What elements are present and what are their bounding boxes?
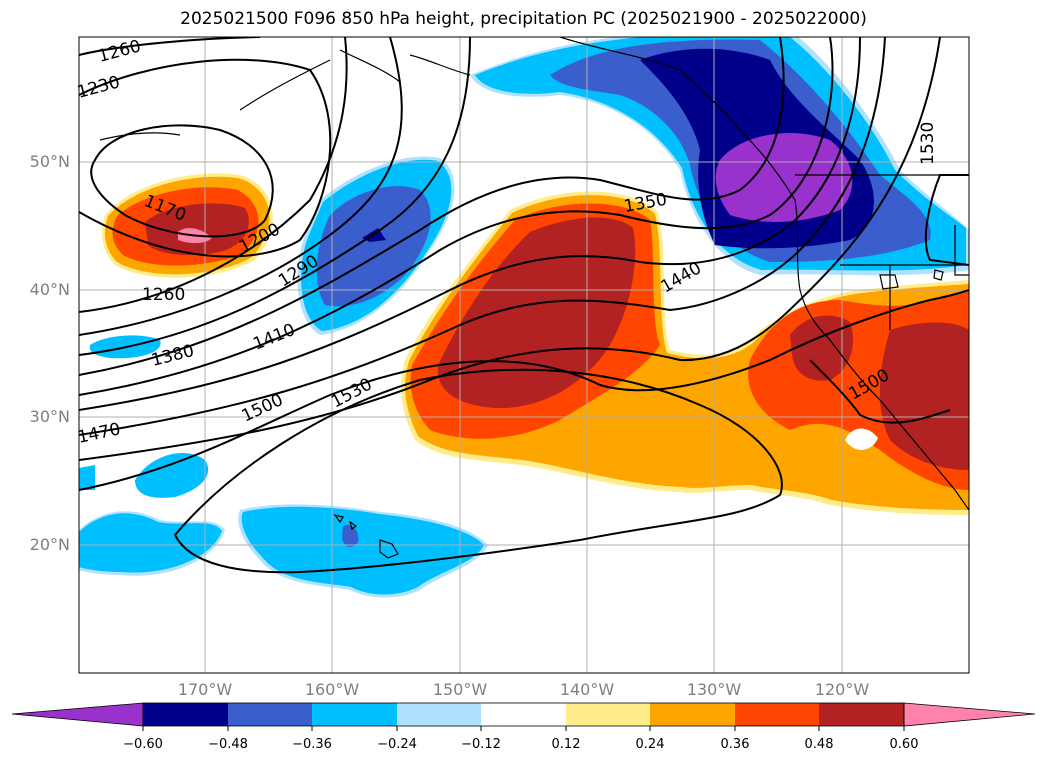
colorbar — [11, 702, 1036, 731]
contour-label: 1530 — [918, 122, 938, 165]
colorbar-swatch — [312, 703, 397, 726]
contour-1500-east — [809, 359, 951, 424]
lat-label: 20°N — [29, 535, 70, 554]
pos-anomaly-ca-dark — [790, 315, 854, 381]
lon-label: 120°W — [814, 680, 870, 699]
coast-aleutians — [99, 59, 331, 141]
contour-label: 1230 — [75, 72, 122, 103]
contour-1350 — [79, 37, 785, 376]
colorbar-swatch — [228, 703, 312, 726]
contour-label: 1350 — [622, 190, 668, 217]
contour-1500 — [79, 289, 969, 491]
map-title: 2025021500 F096 850 hPa height, precipit… — [180, 9, 867, 29]
map-gridlines — [79, 37, 969, 673]
colorbar-extend-high — [903, 702, 1036, 727]
colorbar-swatch — [819, 703, 904, 726]
border-states-1 — [840, 264, 969, 330]
lat-label: 40°N — [29, 280, 70, 299]
colorbar-swatch — [650, 703, 735, 726]
colorbar-tick-label: −0.48 — [208, 737, 248, 752]
colorbar-tick-label: 0.36 — [720, 737, 750, 752]
lon-label: 140°W — [559, 680, 615, 699]
lon-label: 150°W — [432, 680, 488, 699]
contour-1260-top — [79, 37, 261, 56]
colorbar-tick-label: 0.60 — [889, 737, 919, 752]
lon-label: 160°W — [304, 680, 360, 699]
pos-anomaly-ca-dark-east — [879, 322, 969, 470]
neg-anomaly-southwest — [135, 452, 209, 498]
coast-alaska — [339, 49, 471, 83]
colorbar-tick-label: 0.48 — [804, 737, 834, 752]
contour-1170 — [90, 124, 274, 238]
neg-anomaly-hawaii-cyan — [79, 513, 222, 573]
contour-1410 — [79, 37, 861, 411]
island-small — [879, 269, 944, 290]
border-states-2 — [954, 225, 969, 276]
colorbar-swatch — [143, 703, 228, 726]
neg-anomaly-bc-purple — [715, 132, 853, 222]
lat-label: 30°N — [29, 407, 70, 426]
plot-frame — [78, 36, 970, 674]
colorbar-outline — [142, 702, 905, 727]
colorbar-swatch — [397, 703, 481, 726]
contour-1470 — [79, 37, 941, 461]
lon-label: 170°W — [177, 680, 233, 699]
contour-label: 1410 — [250, 320, 298, 355]
lon-label: 130°W — [686, 680, 742, 699]
precipitation-shading — [79, 37, 969, 598]
coast-north-america — [559, 37, 969, 511]
neg-anomaly-hawaii-mid — [342, 524, 359, 547]
contour-1530-east — [924, 174, 969, 266]
colorbar-tick-label: −0.60 — [123, 737, 163, 752]
contour-1290 — [79, 37, 403, 336]
colorbar-swatch — [735, 703, 819, 726]
neg-anomaly-far-west — [79, 465, 95, 490]
colorbar-tick-label: −0.12 — [461, 737, 501, 752]
colorbar-swatch — [566, 703, 650, 726]
neg-anomaly-hawaii-east-cyan — [241, 506, 484, 595]
colorbar-tick-label: 0.24 — [635, 737, 665, 752]
colorbar-extend-low — [11, 702, 144, 727]
contour-label: 1260 — [142, 285, 185, 305]
colorbar-tick-label: −0.24 — [377, 737, 417, 752]
contour-label: 1500 — [239, 390, 287, 426]
neg-anomaly-central-mid — [316, 186, 431, 307]
contour-1530 — [173, 368, 783, 574]
lat-label: 50°N — [29, 152, 70, 171]
contour-1440 — [79, 37, 886, 436]
contour-1260 — [79, 37, 348, 313]
island-hawaii — [333, 514, 399, 559]
contour-label: 1260 — [96, 36, 143, 67]
pos-anomaly-ca-white — [845, 428, 878, 450]
coastlines — [99, 37, 969, 559]
colorbar-tick-label: −0.36 — [292, 737, 332, 752]
contour-1320 — [79, 37, 471, 356]
colorbar-tick-label: 0.12 — [551, 737, 581, 752]
colorbar-swatch — [481, 703, 566, 726]
contour-label: 1470 — [76, 419, 122, 448]
